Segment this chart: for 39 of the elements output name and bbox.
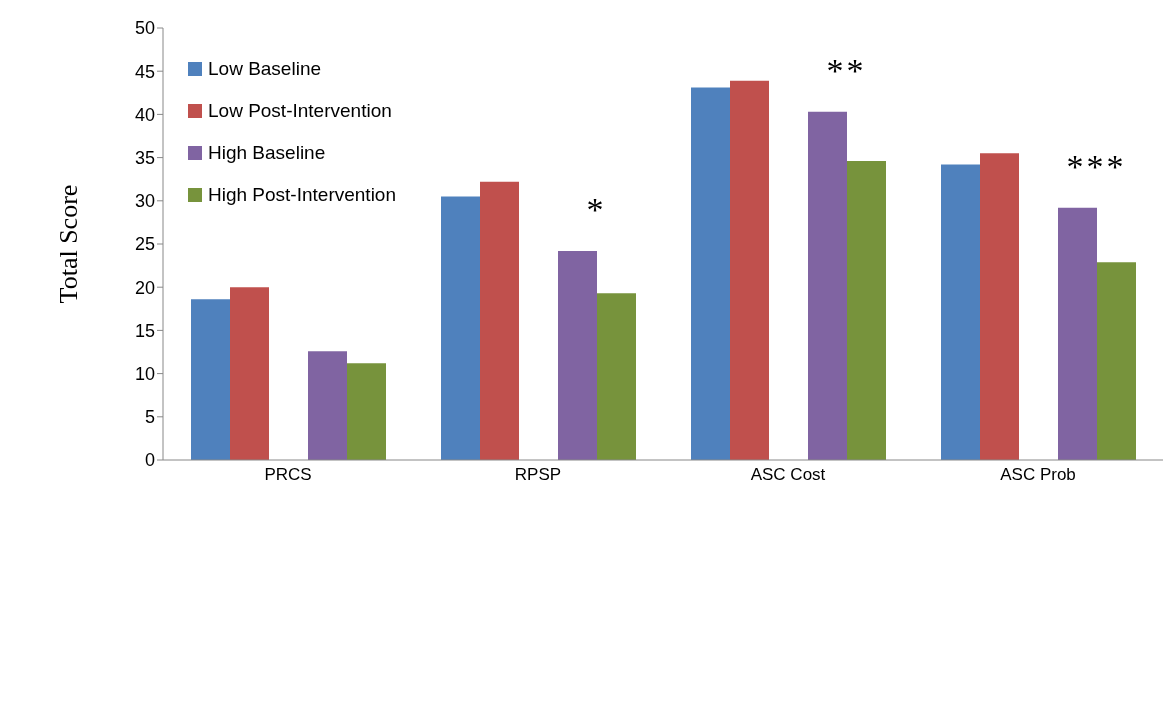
- bar: [480, 181, 519, 460]
- bar: [730, 80, 769, 460]
- annotation: ***: [1066, 147, 1127, 185]
- bar: [308, 351, 347, 460]
- y-tick-label: 10: [134, 363, 155, 384]
- y-tick-label: 15: [134, 320, 155, 341]
- y-tick-label: 45: [134, 61, 155, 82]
- y-tick-label: 0: [144, 450, 155, 471]
- bar: [980, 153, 1019, 460]
- bar: [1058, 207, 1097, 460]
- y-tick-label: 50: [134, 18, 155, 39]
- y-tick-label: 20: [134, 277, 155, 298]
- bar: [1097, 262, 1136, 460]
- y-tick-label: 5: [144, 407, 155, 428]
- x-tick-label: ASC Prob: [1000, 465, 1076, 485]
- legend-label: Low Baseline: [208, 58, 322, 80]
- bar: [558, 250, 597, 460]
- annotation: **: [826, 51, 867, 89]
- legend-label: Low Post-Intervention: [208, 100, 392, 122]
- legend-label: High Post-Intervention: [208, 184, 396, 206]
- legend-label: High Baseline: [208, 142, 326, 164]
- bar: [691, 87, 730, 460]
- y-tick-label: 25: [134, 234, 155, 255]
- bar: [441, 196, 480, 460]
- y-tick-label: 35: [134, 147, 155, 168]
- bar: [847, 161, 886, 460]
- y-tick-label: 40: [134, 104, 155, 125]
- annotation: *: [586, 190, 607, 228]
- bar: [347, 363, 386, 460]
- y-axis-title: Total Score: [54, 184, 84, 304]
- bar: [808, 111, 847, 460]
- x-tick-label: ASC Cost: [750, 465, 826, 485]
- bar: [191, 299, 230, 460]
- bar: [230, 287, 269, 460]
- bar: [597, 293, 636, 460]
- x-tick-label: PRCS: [264, 465, 312, 485]
- y-tick-label: 30: [134, 191, 155, 212]
- x-tick-label: RPSP: [514, 465, 562, 485]
- bar: [941, 164, 980, 460]
